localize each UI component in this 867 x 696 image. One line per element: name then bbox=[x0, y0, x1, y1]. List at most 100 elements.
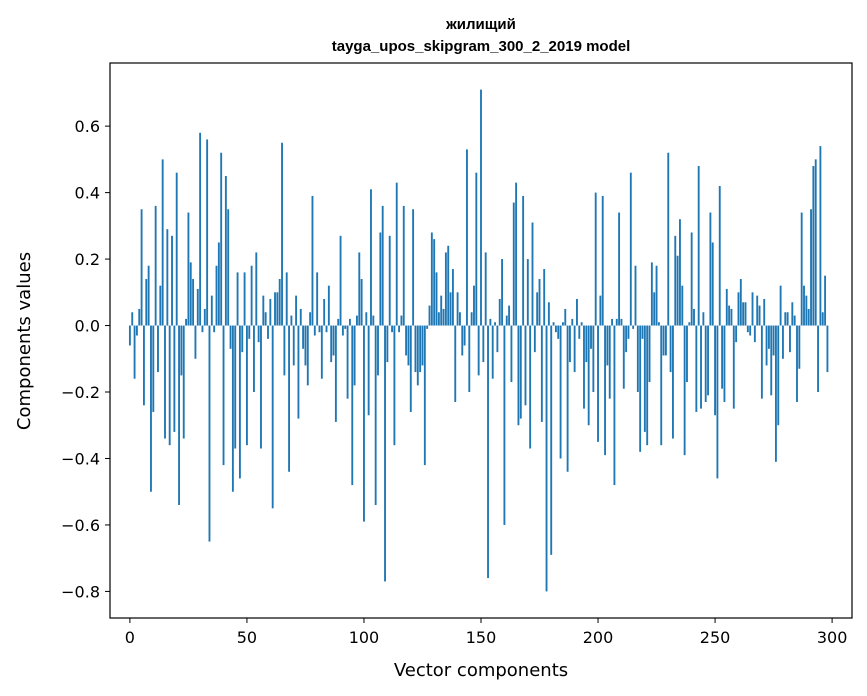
bar-192 bbox=[578, 325, 581, 339]
bar-122 bbox=[414, 325, 417, 373]
bar-53 bbox=[253, 325, 255, 393]
bar-187 bbox=[566, 325, 569, 472]
bar-57 bbox=[262, 295, 265, 326]
bar-20 bbox=[175, 172, 178, 326]
y-tick-label: −0.2 bbox=[61, 383, 100, 402]
bar-252 bbox=[718, 185, 721, 326]
bar-8 bbox=[147, 265, 150, 326]
bar-263 bbox=[744, 302, 747, 326]
bar-258 bbox=[732, 325, 735, 409]
bar-239 bbox=[688, 322, 691, 326]
bar-265 bbox=[749, 325, 752, 336]
bar-195 bbox=[585, 325, 588, 363]
bar-174 bbox=[536, 292, 539, 326]
bar-216 bbox=[634, 265, 637, 326]
bar-204 bbox=[606, 325, 609, 366]
bar-190 bbox=[573, 325, 576, 373]
bar-209 bbox=[618, 212, 621, 326]
bar-38 bbox=[217, 242, 220, 326]
y-tick-label: −0.4 bbox=[61, 449, 100, 468]
bar-171 bbox=[529, 325, 532, 449]
bar-269 bbox=[758, 305, 761, 326]
bar-47 bbox=[238, 325, 241, 479]
bar-51 bbox=[248, 325, 251, 339]
bar-208 bbox=[615, 318, 618, 326]
bar-17 bbox=[168, 325, 171, 446]
bar-274 bbox=[770, 325, 773, 396]
bar-224 bbox=[653, 292, 656, 326]
bar-227 bbox=[660, 325, 663, 446]
bar-213 bbox=[627, 325, 630, 339]
bar-9 bbox=[150, 325, 152, 492]
bar-130 bbox=[433, 239, 436, 326]
bar-162 bbox=[508, 305, 511, 326]
bar-1 bbox=[131, 312, 134, 326]
bar-245 bbox=[702, 312, 705, 326]
bar-238 bbox=[686, 325, 688, 383]
x-axis-ticks: 0 50 100 150 200 250 300 bbox=[125, 618, 847, 647]
bar-49 bbox=[243, 272, 246, 326]
y-tick-label: 0.0 bbox=[75, 317, 100, 336]
bar-212 bbox=[625, 325, 628, 353]
bar-266 bbox=[751, 292, 754, 326]
bar-175 bbox=[538, 279, 541, 326]
bar-276 bbox=[774, 325, 777, 462]
bar-69 bbox=[290, 315, 293, 326]
bar-62 bbox=[274, 292, 276, 326]
chart-title: жилищий bbox=[445, 16, 516, 33]
bar-177 bbox=[543, 269, 546, 326]
bar-196 bbox=[587, 325, 590, 426]
bar-153 bbox=[487, 325, 489, 579]
bar-109 bbox=[384, 325, 386, 582]
bar-146 bbox=[470, 312, 473, 326]
bar-180 bbox=[550, 325, 553, 555]
bar-128 bbox=[428, 305, 431, 326]
bar-205 bbox=[608, 325, 611, 399]
bar-257 bbox=[730, 308, 733, 326]
bar-14 bbox=[161, 159, 164, 326]
bar-121 bbox=[412, 209, 415, 326]
bar-271 bbox=[763, 298, 766, 326]
bar-98 bbox=[358, 252, 361, 326]
bar-36 bbox=[213, 325, 216, 333]
bar-289 bbox=[805, 295, 808, 326]
bar-211 bbox=[622, 325, 625, 389]
bar-125 bbox=[421, 325, 424, 366]
bar-249 bbox=[711, 242, 714, 326]
bar-2 bbox=[133, 325, 136, 379]
bar-256 bbox=[728, 305, 731, 326]
bar-0 bbox=[128, 325, 131, 346]
bar-116 bbox=[400, 315, 403, 326]
bar-55 bbox=[257, 325, 260, 343]
bar-30 bbox=[199, 132, 202, 326]
bar-197 bbox=[590, 325, 592, 349]
bar-54 bbox=[255, 252, 258, 326]
bar-297 bbox=[824, 275, 827, 326]
bar-272 bbox=[765, 325, 768, 366]
bar-104 bbox=[372, 315, 375, 326]
bar-168 bbox=[522, 195, 525, 326]
bar-108 bbox=[381, 205, 384, 326]
bar-281 bbox=[786, 312, 789, 326]
bar-31 bbox=[201, 325, 204, 333]
bar-178 bbox=[545, 325, 548, 592]
bar-32 bbox=[203, 308, 206, 326]
bar-19 bbox=[173, 325, 176, 432]
bar-188 bbox=[569, 325, 571, 363]
bar-295 bbox=[819, 146, 822, 326]
bar-6 bbox=[143, 325, 145, 406]
bar-200 bbox=[597, 325, 599, 442]
bar-136 bbox=[447, 245, 450, 326]
bar-97 bbox=[356, 315, 358, 326]
bar-185 bbox=[561, 322, 564, 326]
bar-21 bbox=[178, 325, 180, 505]
bar-107 bbox=[379, 232, 382, 326]
bar-99 bbox=[360, 279, 363, 326]
bar-170 bbox=[526, 259, 529, 326]
bar-264 bbox=[746, 325, 749, 333]
bar-72 bbox=[297, 325, 300, 419]
bar-87 bbox=[332, 325, 335, 356]
bar-135 bbox=[444, 252, 447, 326]
bar-277 bbox=[777, 325, 780, 426]
